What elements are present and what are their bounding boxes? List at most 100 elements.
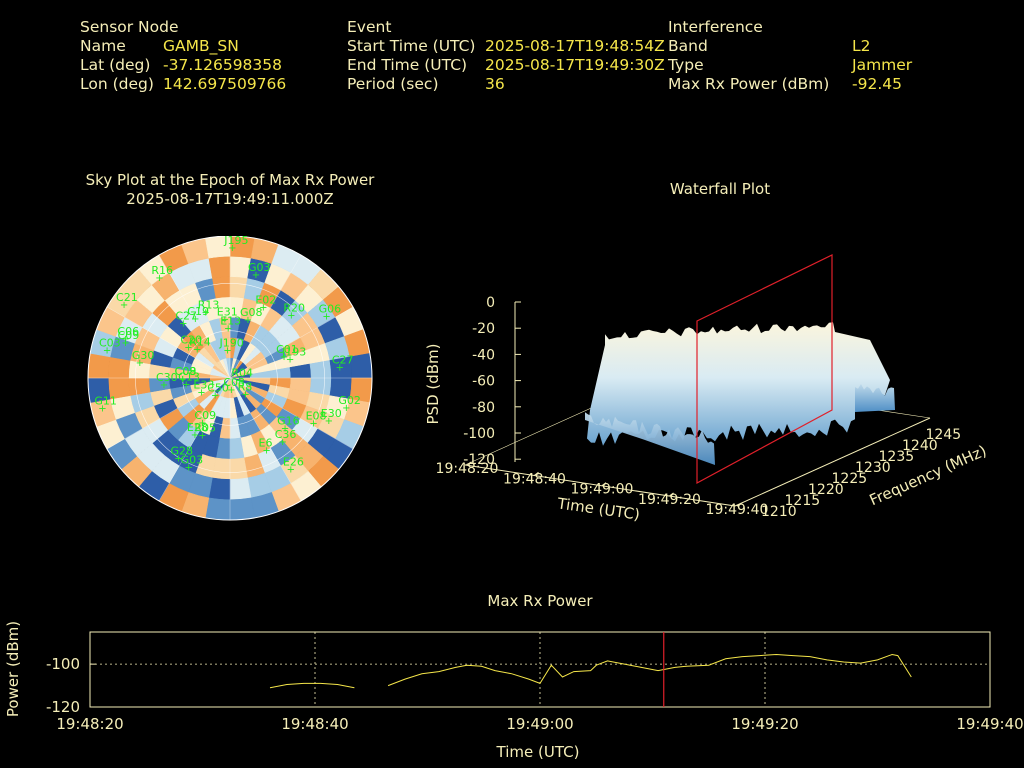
satellite-label: C09: [194, 409, 216, 422]
power-chart-x-tick-label: 19:48:20: [56, 715, 123, 733]
skyplot-azimuth-spoke: [229, 306, 354, 379]
satellite-label: C36: [275, 428, 297, 441]
waterfall-z-tick-label: 0: [486, 295, 495, 311]
waterfall-frequency-axis: [734, 417, 931, 507]
satellite-label: J190: [219, 337, 244, 350]
waterfall-time-tick: [669, 492, 674, 497]
satellite-marker: +: [191, 430, 199, 441]
power-chart: -120 -100 19:48:20 19:48:40 19:49:00 19:49:20…: [4, 621, 1024, 761]
waterfall-frequency-tick-label: 1210: [761, 504, 797, 520]
skyplot-azimuth-spoke: [106, 377, 231, 450]
waterfall-time-tick-label: 19:49:00: [571, 482, 634, 498]
satellite-label: E02: [255, 294, 276, 307]
satellite-marker: +: [227, 385, 235, 396]
satellite-marker: +: [136, 358, 144, 369]
skyplot-cell: [88, 353, 111, 379]
waterfall-time-tick: [736, 502, 742, 507]
satellite-label: J193: [281, 345, 306, 358]
power-chart-y-tick-label: -120: [46, 698, 80, 716]
satellite-label: G16: [277, 415, 300, 428]
satellite-marker: +: [309, 418, 317, 429]
satellite-label: C13: [178, 370, 200, 383]
skyplot-azimuth-spoke: [158, 377, 231, 502]
satellite-marker: +: [174, 453, 182, 464]
satellite-marker: +: [202, 307, 210, 318]
power-chart-x-tick-label: 19:48:40: [281, 715, 348, 733]
satellite-marker: +: [155, 273, 163, 284]
satellite-marker: +: [342, 403, 350, 414]
satellite-label: C01: [276, 343, 298, 356]
skyplot-azimuth-spoke: [106, 306, 231, 379]
skyplot-azimuth-spoke: [229, 377, 302, 502]
waterfall-z-tick-label: -40: [472, 347, 495, 363]
satellite-marker: +: [281, 424, 289, 435]
waterfall-time-tick-label: 19:49:40: [706, 502, 769, 518]
sensor-heading: Sensor Node: [80, 18, 179, 36]
satellite-marker: +: [184, 343, 192, 354]
interference-band-label: Band: [668, 37, 708, 55]
satellite-marker: +: [259, 303, 267, 314]
event-heading: Event: [347, 18, 392, 36]
sensor-lon-label: Lon (deg): [80, 75, 154, 93]
interference-heading: Interference: [668, 18, 763, 36]
satellite-marker: +: [286, 354, 294, 365]
sensor-lat-value: -37.126598358: [163, 56, 282, 74]
waterfall-frequency-tick-label: 1235: [879, 449, 915, 465]
interference-power-value: -92.45: [852, 75, 902, 93]
event-end-value: 2025-08-17T19:49:30Z: [485, 56, 665, 74]
satellite-marker: +: [244, 315, 252, 326]
waterfall-z-tick-label: -120: [463, 452, 495, 468]
waterfall-surface-tail: [855, 380, 895, 412]
satellite-marker: +: [279, 437, 287, 448]
event-end-label: End Time (UTC): [347, 56, 468, 74]
satellite-marker: +: [178, 374, 186, 385]
sensor-name-value: GAMB_SN: [163, 37, 239, 55]
power-chart-title: Max Rx Power: [487, 592, 593, 610]
satellite-label: R04: [231, 367, 253, 380]
waterfall-frequency-tick-label: 1220: [808, 482, 844, 498]
waterfall-time-tick: [601, 482, 607, 487]
satellite-label: C03: [223, 376, 245, 389]
satellite-label: R14: [189, 335, 211, 348]
satellite-label: C09: [118, 329, 140, 342]
satellite-marker: +: [252, 270, 260, 281]
skyplot-cell: [208, 256, 231, 279]
satellite-marker: +: [287, 310, 295, 321]
satellite-label: J195: [223, 236, 248, 247]
satellite-label: C50: [207, 381, 229, 394]
satellite-marker: +: [241, 390, 249, 401]
satellite-label: E26: [283, 455, 304, 468]
event-start-label: Start Time (UTC): [347, 37, 476, 55]
waterfall-time-axis: [464, 464, 736, 507]
power-chart-series-line: [387, 653, 912, 687]
skyplot: +R16+J195+G03+C21+C27+C19+R13+E31+E13 +G0…: [87, 236, 373, 521]
satellite-label: E30: [321, 407, 342, 420]
waterfall-frequency-tick-label: 1225: [832, 471, 868, 487]
power-chart-y-label: Power (dBm): [4, 621, 22, 717]
satellite-label: C19: [187, 305, 209, 318]
satellite-label: E6: [259, 437, 273, 450]
event-start-value: 2025-08-17T19:48:54Z: [485, 37, 665, 55]
satellite-label: G11: [94, 394, 117, 407]
power-chart-series-line: [269, 682, 355, 689]
satellite-marker: +: [228, 243, 236, 254]
waterfall-time-tick-label: 19:49:20: [638, 492, 701, 508]
satellite-marker: +: [179, 318, 187, 329]
satellite-marker: +: [211, 390, 219, 401]
interference-type-label: Type: [668, 56, 704, 74]
satellite-label: E33: [193, 378, 214, 391]
satellite-label: C06: [117, 325, 139, 338]
satellite-label: E28: [187, 421, 208, 434]
satellite-label: E08: [306, 409, 327, 422]
interference-power-label: Max Rx Power (dBm): [668, 75, 830, 93]
sensor-name-label: Name: [80, 37, 126, 55]
satellite-label: C30: [156, 371, 178, 384]
satellite-label: C27: [332, 353, 354, 366]
satellite-label: G30: [132, 349, 155, 362]
power-chart-y-tick-label: -100: [46, 655, 80, 673]
waterfall-z-tick-label: -100: [463, 426, 495, 442]
satellite-marker: +: [121, 334, 129, 345]
satellite-label: C03: [99, 337, 121, 350]
satellite-marker: +: [262, 446, 270, 457]
